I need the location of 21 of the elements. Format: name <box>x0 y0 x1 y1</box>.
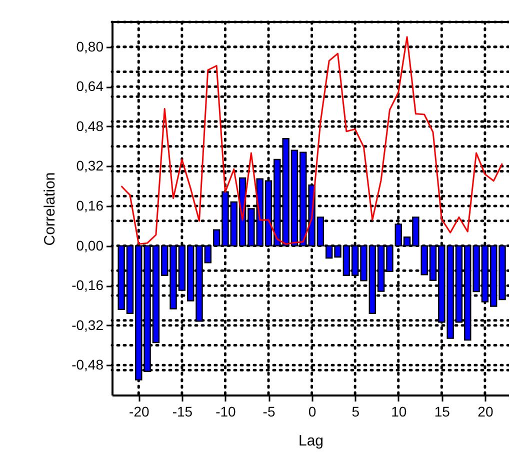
y-tick-label: -0,16 <box>72 277 104 294</box>
y-tick-label: 0,00 <box>76 237 104 254</box>
x-tick-label: -10 <box>216 404 236 420</box>
y-tick-label: 0,32 <box>76 158 104 174</box>
x-tick-label: 10 <box>391 404 407 420</box>
x-tick-label: -20 <box>129 404 150 420</box>
x-tick-label: 5 <box>352 404 360 420</box>
line-series <box>120 36 504 245</box>
x-tick-label: 0 <box>308 404 316 420</box>
x-tick-label: -5 <box>262 404 276 420</box>
x-tick-label: -15 <box>172 404 193 420</box>
y-tick-label: 0,80 <box>76 38 104 54</box>
y-tick-label: 0,48 <box>76 118 104 134</box>
y-tick-label: -0,48 <box>72 356 104 373</box>
x-axis-title: Lag <box>298 432 324 450</box>
y-tick-label: 0,64 <box>76 78 104 94</box>
x-tick-label: 20 <box>478 404 494 420</box>
y-tick-label: 0,16 <box>76 198 104 214</box>
x-tick-label: 15 <box>434 404 450 420</box>
y-tick-label: -0,32 <box>72 316 104 333</box>
y-axis-title: Correlation <box>42 172 59 246</box>
